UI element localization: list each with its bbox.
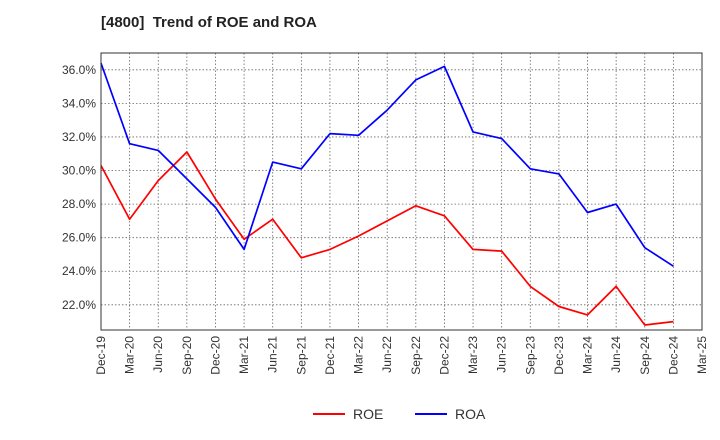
x-axis-ticks: Dec-19 Mar-20 Jun-20 Sep-20 Dec-20 Mar-21 Jun-… bbox=[94, 336, 709, 375]
y-tick-label: 36.0% bbox=[62, 63, 96, 77]
y-tick-label: 22.0% bbox=[62, 298, 96, 312]
x-tick-label: Jun-21 bbox=[266, 336, 280, 373]
x-tick-label: Sep-21 bbox=[294, 336, 308, 375]
x-tick-label: Dec-21 bbox=[323, 336, 337, 375]
x-tick-label: Mar-22 bbox=[352, 336, 366, 374]
y-tick-label: 26.0% bbox=[62, 231, 96, 245]
x-tick-label: Dec-20 bbox=[208, 336, 222, 375]
grid bbox=[101, 53, 702, 330]
x-tick-label: Mar-21 bbox=[237, 336, 251, 374]
x-tick-label: Jun-24 bbox=[609, 336, 623, 373]
chart-title: [4800] Trend of ROE and ROA bbox=[101, 14, 317, 31]
x-tick-label: Mar-20 bbox=[123, 336, 137, 374]
legend-label-roa: ROA bbox=[455, 406, 486, 422]
x-tick-label: Sep-24 bbox=[638, 336, 652, 375]
series-line-roe bbox=[100, 151, 674, 326]
series-lines bbox=[100, 62, 674, 326]
series-line-roa bbox=[100, 62, 674, 267]
x-tick-label: Dec-23 bbox=[552, 336, 566, 375]
y-axis-ticks: 22.0% 24.0% 26.0% 28.0% 30.0% 32.0% 34.0% 36.0% bbox=[62, 63, 96, 312]
plot-frame bbox=[100, 52, 703, 331]
y-tick-label: 28.0% bbox=[62, 197, 96, 211]
x-tick-label: Dec-22 bbox=[437, 336, 451, 375]
x-tick-label: Dec-24 bbox=[666, 336, 680, 375]
legend-label-roe: ROE bbox=[353, 406, 383, 422]
x-tick-label: Dec-19 bbox=[94, 336, 108, 375]
x-tick-label: Sep-20 bbox=[180, 336, 194, 375]
legend: ROE ROA bbox=[313, 406, 486, 422]
x-tick-label: Jun-23 bbox=[495, 336, 509, 373]
x-tick-label: Jun-20 bbox=[151, 336, 165, 373]
x-tick-label: Mar-23 bbox=[466, 336, 480, 374]
x-tick-label: Jun-22 bbox=[380, 336, 394, 373]
y-tick-label: 32.0% bbox=[62, 130, 96, 144]
x-tick-label: Sep-23 bbox=[523, 336, 537, 375]
y-tick-label: 34.0% bbox=[62, 96, 96, 110]
y-tick-label: 30.0% bbox=[62, 164, 96, 178]
x-tick-label: Mar-24 bbox=[581, 336, 595, 374]
x-tick-label: Mar-25 bbox=[695, 336, 709, 374]
y-tick-label: 24.0% bbox=[62, 264, 96, 278]
x-tick-label: Sep-22 bbox=[409, 336, 423, 375]
